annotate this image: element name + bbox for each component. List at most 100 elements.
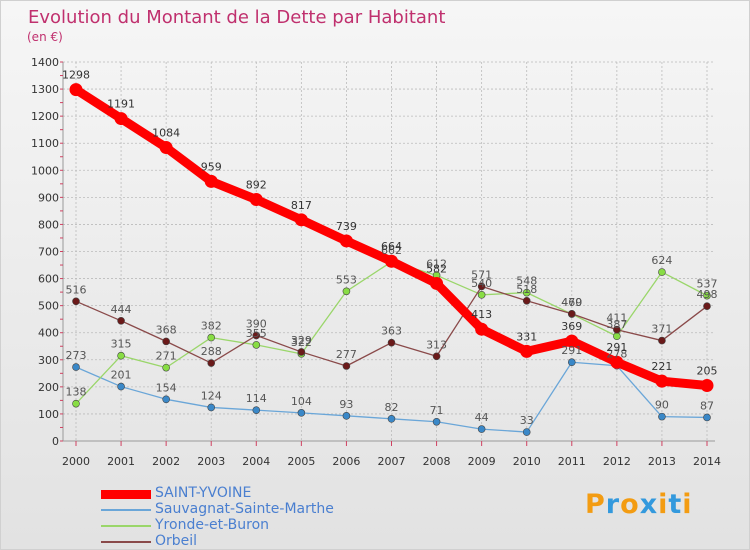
series-point (610, 355, 624, 369)
data-label: 87 (700, 399, 714, 412)
data-label: 277 (336, 348, 357, 361)
series-point (204, 174, 218, 188)
y-tick-label: 900 (38, 191, 59, 204)
y-tick-label: 1200 (31, 110, 59, 123)
series-point (565, 334, 579, 348)
y-tick-label: 100 (38, 408, 59, 421)
data-label: 44 (475, 411, 489, 424)
data-label: 124 (201, 389, 222, 402)
data-label: 355 (246, 327, 267, 340)
x-tick-label: 2001 (107, 455, 135, 468)
series-point (432, 352, 441, 361)
legend-item: Yronde-et-Buron (101, 517, 431, 534)
data-label: 315 (111, 338, 132, 351)
data-label: 387 (606, 318, 627, 331)
series-point (72, 363, 80, 371)
x-tick-label: 2014 (693, 455, 721, 468)
series-point (613, 332, 621, 341)
data-label: 444 (111, 303, 132, 316)
series-point (207, 333, 216, 342)
data-label: 582 (426, 262, 447, 275)
legend-label: SAINT-YVOINE (155, 485, 252, 501)
data-label: 33 (520, 414, 534, 427)
x-tick-label: 2003 (197, 455, 225, 468)
y-tick-label: 200 (38, 381, 59, 394)
data-label: 1191 (107, 98, 135, 111)
data-label: 516 (66, 283, 87, 296)
data-label: 664 (381, 240, 402, 253)
data-label: 291 (606, 341, 627, 354)
series-point (477, 282, 486, 291)
legend-swatch (101, 525, 151, 527)
series-point (703, 291, 711, 300)
y-tick-label: 1000 (31, 164, 59, 177)
x-tick-label: 2008 (423, 455, 451, 468)
y-tick-label: 300 (38, 354, 59, 367)
data-label: 313 (426, 338, 447, 351)
series-point (117, 382, 125, 391)
series-point (522, 428, 531, 436)
data-label: 548 (516, 275, 537, 288)
series-point (477, 291, 486, 299)
data-label: 331 (516, 330, 537, 343)
series-point (658, 336, 666, 345)
series-point (342, 362, 351, 370)
data-label: 817 (291, 199, 312, 212)
data-label: 612 (426, 257, 447, 270)
series-point (249, 193, 263, 207)
series-point (162, 337, 170, 346)
series-point (294, 213, 308, 227)
x-tick-label: 2012 (603, 455, 631, 468)
data-label: 1084 (152, 127, 180, 140)
data-label: 368 (156, 323, 177, 336)
logo-letter: x (639, 489, 659, 520)
series-point (432, 417, 441, 426)
series-point (567, 358, 576, 367)
data-label: 363 (381, 325, 402, 338)
series-point (655, 374, 669, 388)
x-tick-label: 2007 (378, 455, 406, 468)
data-label: 154 (156, 381, 177, 394)
series-point (162, 363, 170, 372)
series-point (162, 395, 170, 404)
series-point (522, 288, 531, 297)
proxiti-logo: Proxiti (585, 489, 693, 520)
logo-letter: r (605, 489, 621, 520)
data-label: 71 (430, 404, 444, 417)
data-label: 271 (156, 350, 177, 363)
data-label: 278 (606, 348, 627, 361)
data-label: 624 (651, 254, 672, 267)
logo-letter: P (585, 489, 606, 520)
x-tick-label: 2009 (468, 455, 496, 468)
x-tick-label: 2005 (287, 455, 315, 468)
data-label: 82 (385, 401, 399, 414)
series-point (520, 344, 534, 358)
series-point (613, 325, 621, 334)
data-label: 540 (471, 277, 492, 290)
series-point (430, 276, 444, 290)
y-tick-label: 600 (38, 273, 59, 286)
series-point (117, 317, 125, 325)
data-label: 518 (516, 283, 537, 296)
x-tick-label: 2011 (558, 455, 586, 468)
series-point (342, 287, 351, 296)
logo-letter: i (682, 489, 693, 520)
data-label: 1298 (62, 69, 90, 82)
data-label: 221 (651, 360, 672, 373)
data-label: 537 (697, 278, 718, 291)
legend-label: Yronde-et-Buron (155, 517, 270, 533)
series-point (297, 409, 306, 417)
series-point (387, 338, 396, 347)
y-tick-label: 1100 (31, 137, 59, 150)
y-tick-label: 400 (38, 327, 59, 340)
x-tick-label: 2002 (152, 455, 180, 468)
data-label: 104 (291, 395, 312, 408)
series-point (703, 302, 711, 310)
y-tick-label: 500 (38, 300, 59, 313)
legend-label: Orbeil (155, 533, 198, 549)
data-label: 892 (246, 179, 267, 192)
data-label: 291 (561, 344, 582, 357)
logo-letter: i (658, 489, 669, 520)
series-point (159, 141, 173, 155)
series-point (207, 359, 216, 367)
